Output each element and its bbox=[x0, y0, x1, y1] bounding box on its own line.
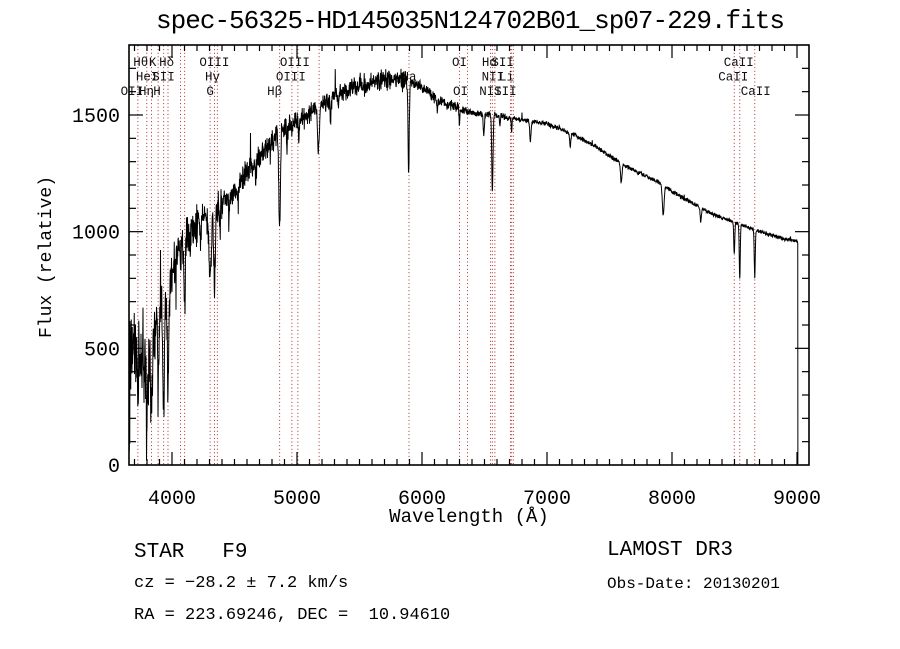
radial-velocity-text: cz = −28.2 ± 7.2 km/s bbox=[134, 574, 349, 593]
spectral-line-label: Li bbox=[499, 71, 514, 85]
spectral-line-label: CaII bbox=[718, 71, 748, 85]
spectral-line-label: Hγ bbox=[205, 71, 221, 85]
spectral-line-label: Hα bbox=[482, 56, 498, 70]
y-tick-label: 0 bbox=[108, 456, 120, 479]
spectral-line-label: SII bbox=[152, 71, 175, 85]
spectral-line-label: HeI bbox=[136, 71, 159, 85]
spectral-line-label: OIII bbox=[199, 56, 229, 70]
spectral-line-label: OIII bbox=[280, 56, 310, 70]
spectral-line-label: Hθ bbox=[133, 56, 148, 70]
x-tick-label: 4000 bbox=[148, 488, 196, 511]
y-axis-label: Flux (relative) bbox=[37, 175, 57, 339]
spectral-line-label: Hδ bbox=[159, 56, 174, 70]
spectral-line-label: SII bbox=[491, 56, 514, 70]
y-tick-label: 500 bbox=[84, 339, 120, 362]
spectral-line-label: K bbox=[149, 56, 157, 70]
spectral-line-label: OI bbox=[452, 56, 467, 70]
spectral-line-label: CaII bbox=[724, 56, 754, 70]
spectrum-trace bbox=[128, 68, 799, 465]
ra-dec-text: RA = 223.69246, DEC = 10.94610 bbox=[134, 606, 451, 625]
x-axis-label: Wavelength (Å) bbox=[389, 506, 549, 528]
object-class-text: STAR F9 bbox=[134, 541, 248, 564]
spectral-line-label: H bbox=[153, 85, 161, 99]
spectral-line-label: Hη bbox=[139, 85, 154, 99]
x-tick-label: 6000 bbox=[398, 488, 446, 511]
plot-border bbox=[128, 44, 810, 466]
x-tick-label: 7000 bbox=[523, 488, 571, 511]
spectral-line-label: G bbox=[206, 85, 214, 99]
spectral-line-label: NII bbox=[482, 71, 505, 85]
y-tick-label: 1500 bbox=[72, 106, 120, 129]
page-title: spec-56325-HD145035N124702B01_sp07-229.f… bbox=[156, 6, 785, 36]
x-tick-label: 5000 bbox=[273, 488, 321, 511]
spectral-line-label: SII bbox=[494, 85, 517, 99]
spectrum-plot: OIIHθHηHeIKHSIIHδGHγOIIIHβOIIIOIIINaOIOI… bbox=[72, 44, 821, 511]
spectral-line-label: OIII bbox=[276, 71, 306, 85]
spectral-line-label: NII bbox=[479, 85, 502, 99]
survey-release-text: LAMOST DR3 bbox=[607, 539, 734, 562]
y-tick-label: 1000 bbox=[72, 223, 120, 246]
x-tick-label: 8000 bbox=[648, 488, 696, 511]
spectral-line-label: Hβ bbox=[267, 85, 282, 99]
spectral-line-label: CaII bbox=[741, 85, 771, 99]
x-tick-label: 9000 bbox=[773, 488, 821, 511]
spectral-line-label: OI bbox=[453, 85, 468, 99]
obs-date-text: Obs-Date: 20130201 bbox=[607, 575, 780, 593]
